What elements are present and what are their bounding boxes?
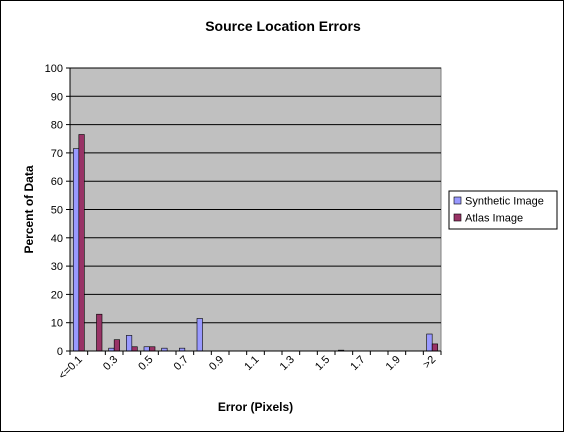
bar-synthetic-image bbox=[196, 318, 203, 352]
x-tick-label: >2 bbox=[421, 354, 438, 371]
legend-label: Atlas Image bbox=[465, 213, 523, 225]
bar-atlas-image bbox=[96, 313, 103, 352]
bar-synthetic-image bbox=[73, 148, 80, 352]
bar-atlas-image bbox=[78, 134, 85, 352]
y-tick-label: 0 bbox=[57, 346, 63, 358]
y-tick-label: 50 bbox=[51, 205, 63, 217]
bar-synthetic-image bbox=[143, 346, 150, 352]
legend-swatch bbox=[453, 213, 462, 222]
y-tick-label: 70 bbox=[51, 148, 63, 160]
x-tick-label: 1.9 bbox=[384, 354, 403, 373]
x-tick-label: 1.1 bbox=[242, 354, 261, 373]
y-axis-title: Percent of Data bbox=[22, 165, 36, 253]
x-tick-label: 1.5 bbox=[313, 354, 332, 373]
bar-synthetic-image bbox=[426, 333, 433, 352]
y-tick-label: 100 bbox=[45, 63, 63, 75]
y-tick-label: 10 bbox=[51, 318, 63, 330]
x-tick-label: 0.3 bbox=[101, 354, 120, 373]
y-axis-ticks: 0 10 20 30 40 50 60 70 80 90 100 bbox=[45, 63, 441, 358]
y-tick-label: 90 bbox=[51, 91, 63, 103]
x-tick-label: 1.7 bbox=[348, 354, 367, 373]
gridlines bbox=[70, 67, 441, 324]
y-tick-label: 80 bbox=[51, 120, 63, 132]
bar-atlas-image bbox=[131, 346, 138, 352]
y-tick-label: 20 bbox=[51, 289, 63, 301]
bar-atlas-image bbox=[149, 346, 156, 352]
x-tick-label: 1.3 bbox=[278, 354, 297, 373]
legend-box bbox=[448, 190, 558, 230]
legend: Synthetic Image Atlas Image bbox=[448, 190, 558, 230]
legend-swatch bbox=[453, 196, 462, 205]
x-axis-ticks: <=0.1 0.3 0.5 0.7 0.9 1.1 1.3 1.5 1.7 1.9 >2 bbox=[57, 351, 442, 382]
bars bbox=[73, 134, 438, 352]
x-tick-label: 0.7 bbox=[172, 354, 191, 373]
x-axis-title: Error (Pixels) bbox=[218, 400, 293, 414]
bar-synthetic-image bbox=[126, 335, 133, 352]
x-tick-label: 0.9 bbox=[207, 354, 226, 373]
bar-atlas-image bbox=[431, 343, 438, 352]
x-tick-label: 0.5 bbox=[136, 354, 155, 373]
chart-title: Source Location Errors bbox=[205, 18, 361, 34]
y-tick-label: 30 bbox=[51, 261, 63, 273]
y-tick-label: 40 bbox=[51, 233, 63, 245]
legend-label: Synthetic Image bbox=[465, 196, 544, 208]
y-tick-label: 60 bbox=[51, 176, 63, 188]
bar-atlas-image bbox=[113, 339, 120, 352]
